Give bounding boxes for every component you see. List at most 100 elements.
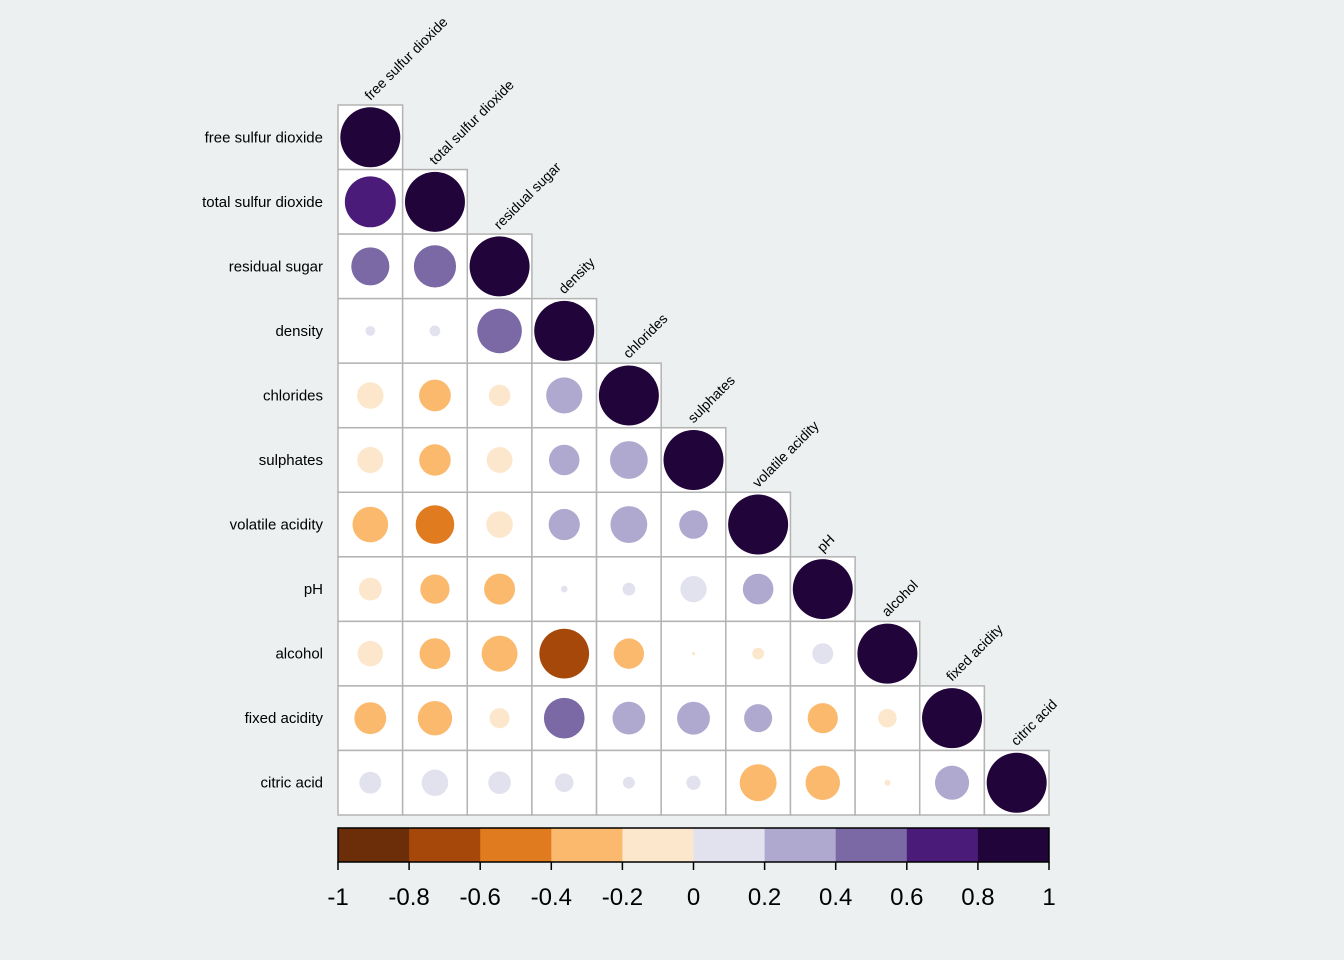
row-labels: free sulfur dioxide total sulfur dioxide r… [202, 129, 323, 791]
correlation-circle [857, 623, 918, 684]
column-label: residual sugar [490, 158, 564, 232]
column-label: free sulfur dioxide [361, 14, 451, 104]
correlation-circle [344, 176, 396, 228]
column-label: chlorides [620, 310, 671, 361]
correlation-circle [598, 365, 659, 426]
correlation-circle [742, 573, 774, 605]
correlation-circle [622, 776, 635, 789]
correlation-circle [560, 585, 568, 593]
correlation-circle [481, 635, 518, 672]
row-label: chlorides [263, 387, 323, 404]
correlation-circle [686, 775, 701, 790]
correlation-circle [679, 510, 708, 539]
colorbar-swatch [480, 828, 552, 862]
correlation-circle [489, 708, 510, 729]
column-label: citric acid [1007, 696, 1060, 749]
row-label: density [275, 323, 323, 340]
row-label: free sulfur dioxide [205, 129, 323, 146]
colorbar-tick-label: 0.8 [961, 884, 994, 911]
correlation-circle [488, 384, 511, 407]
correlation-circle [357, 640, 384, 667]
matrix-cell [466, 620, 533, 687]
colorbar-swatch [764, 828, 837, 862]
column-label: pH [814, 531, 838, 555]
colorbar-swatch [906, 828, 979, 862]
colorbar-tick-label: -0.6 [460, 884, 501, 911]
correlation-circle [884, 779, 891, 786]
correlation-circle [609, 441, 648, 479]
colorbar-swatch [977, 828, 1050, 862]
colorbar-swatch [551, 828, 623, 862]
row-label: citric acid [260, 775, 323, 792]
correlation-circle [415, 505, 455, 544]
correlation-circle [548, 508, 580, 541]
correlation-circle [807, 703, 838, 734]
correlation-circle [486, 447, 513, 473]
colorbar-tick-label: -1 [327, 884, 348, 911]
correlation-circle [469, 236, 530, 297]
column-label: density [555, 254, 598, 297]
row-label: residual sugar [229, 258, 323, 275]
colorbar-tick-label: 1 [1042, 884, 1055, 911]
correlation-circle [352, 506, 389, 543]
row-label: sulphates [259, 452, 323, 469]
correlation-circle [484, 573, 516, 605]
correlation-circle [805, 765, 841, 800]
column-label: alcohol [878, 577, 921, 620]
colorbar-swatch [622, 828, 694, 862]
colorbar-swatch [338, 828, 410, 862]
correlation-circle [792, 559, 853, 620]
correlation-circle [340, 107, 401, 168]
matrix-cell [531, 362, 598, 429]
colorbar-tick-label: 0.6 [890, 884, 923, 911]
correlation-circle [739, 764, 777, 802]
matrix-cell [337, 491, 404, 558]
correlation-circle [728, 494, 789, 555]
correlation-circle [744, 704, 773, 733]
column-label: sulphates [684, 372, 738, 426]
correlation-circle [413, 245, 457, 288]
matrix-cells [337, 104, 1050, 816]
correlation-circle [420, 574, 450, 604]
colorbar-tick-label: 0 [687, 884, 700, 911]
correlation-circle [812, 643, 834, 665]
colorbar-tick-label: -0.4 [531, 884, 572, 911]
correlation-circle [548, 444, 580, 476]
colorbar: -1 -0.8 -0.6 -0.4 -0.2 0 0.2 0.4 0.6 0.8 1 [327, 827, 1056, 911]
correlation-circle [359, 771, 382, 794]
correlation-circle [752, 647, 764, 660]
row-label: fixed acidity [245, 710, 324, 727]
row-label: pH [304, 581, 323, 598]
correlation-circle [677, 701, 710, 735]
correlation-circle [986, 752, 1047, 813]
correlation-circle [419, 379, 451, 412]
correlation-circle [543, 697, 585, 739]
correlation-circle [878, 708, 897, 728]
colorbar-swatch [693, 828, 766, 862]
correlation-circle [357, 446, 384, 474]
row-label: total sulfur dioxide [202, 194, 323, 211]
correlation-circle [477, 308, 522, 354]
colorbar-tick-label: -0.2 [602, 884, 643, 911]
correlation-circle [354, 702, 387, 735]
column-label: volatile acidity [749, 417, 822, 490]
correlation-circle [922, 688, 983, 749]
correlation-circle [417, 700, 453, 736]
correlation-circle [419, 444, 451, 476]
correlation-circle [680, 575, 707, 603]
correlation-circle [934, 765, 970, 800]
correlation-circle [663, 430, 724, 490]
correlation-circle [488, 771, 511, 795]
correlation-circle [691, 651, 696, 656]
correlation-circle [612, 701, 646, 735]
correlation-circle [486, 511, 513, 538]
colorbar-swatch [835, 828, 908, 862]
correlation-circle [622, 582, 636, 596]
correlation-circle [419, 638, 451, 670]
correlation-circle [404, 171, 465, 232]
correlation-circle [365, 326, 376, 336]
correlation-circle [429, 325, 441, 337]
correlation-circle [358, 577, 382, 601]
column-label: total sulfur dioxide [426, 76, 517, 167]
